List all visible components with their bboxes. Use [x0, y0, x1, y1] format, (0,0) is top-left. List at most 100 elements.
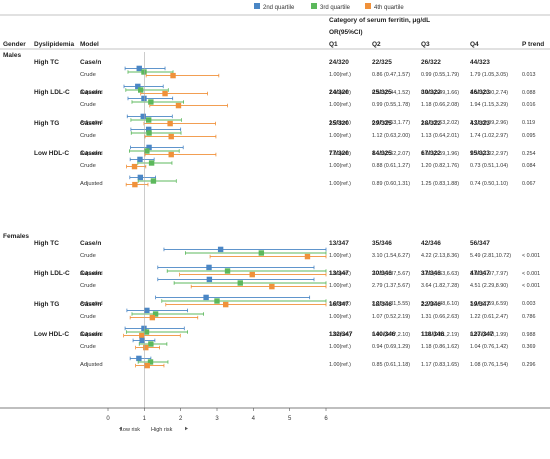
or-ci-q1: 1.00(ref.) — [329, 163, 351, 169]
or-point-q3 — [148, 160, 155, 166]
or-ci-q2: 0.99 (0.47,2.10) — [372, 332, 410, 338]
case-n-q2: 22/325 — [372, 59, 392, 66]
or-point-q4 — [304, 253, 311, 260]
case-n-q4: 43/323 — [470, 120, 490, 127]
p-trend-value: 0.084 — [522, 163, 536, 169]
x-tick-label: 3 — [215, 416, 219, 422]
or-point-q2 — [206, 276, 213, 283]
case-n-q4: 44/323 — [470, 59, 490, 66]
case-n-label: Case/n — [80, 270, 101, 277]
case-n-q1: 16/347 — [329, 301, 349, 308]
case-n-q2: 140/346 — [372, 331, 396, 338]
model-label: Adjusted — [80, 271, 103, 277]
p-trend-value: < 0.001 — [522, 253, 540, 259]
or-ci-q3: 1.12 (0.63,2.02) — [421, 120, 459, 126]
model-label: Crude — [80, 163, 96, 169]
p-trend-value: 0.013 — [522, 72, 536, 78]
or-ci-q4: 1.04 (0.76,1.42) — [470, 344, 508, 350]
or-ci-q4: 1.22 (0.61,2.47) — [470, 314, 508, 320]
header-q3: Q3 — [421, 41, 430, 48]
case-n-q2: 25/325 — [372, 89, 392, 96]
or-point-q2 — [206, 264, 212, 271]
or-ci-q3: 1.18 (0.66,2.08) — [421, 102, 459, 108]
or-ci-q2: 0.94 (0.69,1.29) — [372, 344, 410, 350]
or-point-q3 — [214, 298, 220, 304]
high-risk-label: High risk — [151, 427, 173, 433]
plot-rows: Males High TC Case/n 24/320 22/325 26/322 44/3… — [3, 52, 540, 408]
or-ci-q3: 3.29 (1.63,6.63) — [421, 271, 459, 277]
or-point-q4 — [170, 72, 176, 79]
or-ci-q3: 1.06 (0.51,2.19) — [421, 332, 459, 338]
or-ci-q2: 0.89 (0.60,1.31) — [372, 181, 410, 187]
or-ci-q4: 1.94 (1.15,3.29) — [470, 102, 508, 108]
or-point-q4 — [249, 271, 255, 278]
or-ci-q1: 1.00(ref.) — [329, 181, 351, 187]
or-ci-q3: 1.18 (0.86,1.62) — [421, 344, 459, 350]
case-n-label: Case/n — [80, 150, 101, 157]
x-axis: 0 1 2 3 4 5 6 — [0, 407, 550, 422]
p-trend-value: 0.296 — [522, 362, 536, 368]
p-trend-value: < 0.001 — [522, 283, 540, 289]
p-trend-value: 0.016 — [522, 102, 536, 108]
case-n-q1: 132/347 — [329, 331, 353, 338]
case-n-q4: 127/347 — [470, 331, 494, 338]
or-ci-q3: 1.25 (0.83,1.88) — [421, 181, 459, 187]
or-ci-q4: 1.74 (1.02,2.97) — [470, 133, 508, 139]
or-point-q3 — [144, 148, 150, 154]
or-ci-q3: 3. 00(1.48,6.10) — [421, 301, 459, 307]
p-trend-value: 0.254 — [522, 151, 536, 157]
or-ci-q1: 1.00(ref.) — [329, 314, 351, 320]
or-point-q2 — [146, 144, 152, 151]
dyslipidemia-label: High TG — [34, 301, 59, 308]
or-ci-q3: 1.07 (0.59,1.96) — [421, 151, 459, 157]
or-ci-q4: 1.57 (0.90,2.74) — [470, 90, 508, 96]
or-ci-q2: 0.99 (0.55,1.78) — [372, 102, 410, 108]
header-category: Category of serum ferritin, μg/dL — [329, 17, 430, 24]
p-trend-value: < 0.001 — [522, 271, 540, 277]
or-ci-q2: 2.70 (1.31,5.55) — [372, 301, 410, 307]
case-n-q1: 13/347 — [329, 240, 349, 247]
legend-swatch-3rd-quartile — [311, 3, 317, 9]
case-n-q2: 18/346 — [372, 301, 392, 308]
case-n-q4: 46/323 — [470, 89, 490, 96]
case-n-q4: 47/347 — [470, 270, 490, 277]
or-ci-q1: 1.00(ref.) — [329, 253, 351, 259]
or-point-q4 — [139, 332, 145, 339]
x-tick-label: 2 — [179, 416, 183, 422]
or-point-q2 — [136, 355, 142, 362]
or-ci-q3: 0.90 (0.49,1.66) — [421, 90, 459, 96]
header-q4: Q4 — [470, 41, 479, 48]
model-label: Crude — [80, 253, 96, 259]
or-ci-q1: 1.00(ref.) — [329, 301, 351, 307]
or-ci-q2: 2.79 (1.37,5.67) — [372, 283, 410, 289]
case-n-q3: 42/346 — [421, 240, 441, 247]
or-point-q3 — [138, 87, 144, 93]
or-ci-q4: 4.51 (2.29,8.90) — [470, 283, 508, 289]
p-trend-value: 0.119 — [522, 120, 535, 126]
or-point-q4 — [143, 344, 149, 351]
gender-label: Females — [3, 233, 29, 240]
header-dyslipidemia: Dyslipidemia — [34, 41, 74, 48]
or-ci-q2: 0.85 (0.61,1.18) — [372, 362, 410, 368]
or-point-q3 — [150, 178, 157, 184]
or-point-q4 — [223, 301, 229, 308]
or-ci-q2: 1.12 (0.63,2.00) — [372, 133, 410, 139]
or-ci-q2: 3.10 (1.54,6.27) — [372, 253, 410, 259]
header-gender: Gender — [3, 41, 26, 48]
case-n-q2: 29/325 — [372, 120, 392, 127]
or-point-q4 — [167, 120, 173, 127]
dyslipidemia-label: Low HDL-C — [34, 150, 69, 157]
p-trend-value: 0.067 — [522, 181, 536, 187]
or-ci-q3: 1.31 (0.66,2.63) — [421, 314, 459, 320]
case-n-q3: 67/322 — [421, 150, 441, 157]
or-ci-q4: 1.08 (0.76,1.54) — [470, 362, 508, 368]
or-ci-q3: 1.20 (0.82,1.76) — [421, 163, 459, 169]
or-point-q2 — [137, 174, 144, 181]
case-n-q1: 25/320 — [329, 120, 349, 127]
or-ci-q1: 1.00(ref.) — [329, 72, 351, 78]
model-label: Crude — [80, 283, 96, 289]
p-trend-value: 0.988 — [522, 332, 536, 338]
or-point-q3 — [145, 117, 152, 123]
or-ci-q4: 0.73 (0.51,1.04) — [470, 163, 508, 169]
high-risk-arrow — [185, 426, 188, 431]
